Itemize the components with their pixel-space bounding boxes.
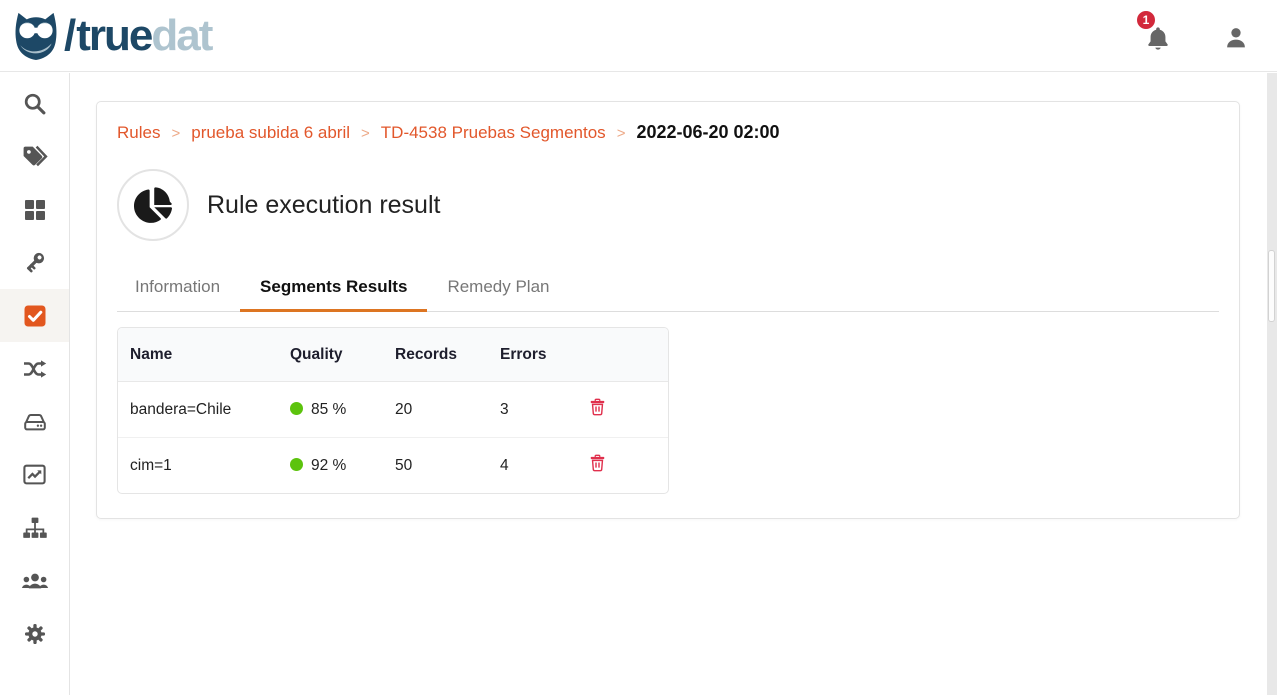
sitemap-icon xyxy=(22,516,48,540)
trash-icon xyxy=(590,398,605,416)
breadcrumb: Rules > prueba subida 6 abril > TD-4538 … xyxy=(117,122,1219,143)
quality-value: 92 % xyxy=(311,456,347,474)
scrollbar[interactable] xyxy=(1267,73,1277,695)
column-header-errors: Errors xyxy=(488,328,578,382)
segment-records: 20 xyxy=(395,400,413,418)
table-row: cim=1 92 % 50 4 xyxy=(118,437,668,493)
breadcrumb-link-rule-group[interactable]: prueba subida 6 abril xyxy=(191,123,351,142)
sidebar xyxy=(0,73,70,695)
tab-information[interactable]: Information xyxy=(135,277,221,296)
quality-value: 85 % xyxy=(311,400,347,418)
quality-status-dot xyxy=(290,457,303,471)
breadcrumb-separator: > xyxy=(616,125,626,142)
sidebar-item-search[interactable] xyxy=(0,77,69,130)
user-icon xyxy=(1223,24,1249,52)
sidebar-item-data-sources[interactable] xyxy=(0,395,69,448)
segment-quality: 92 % xyxy=(278,437,383,493)
quality-status-dot xyxy=(290,401,303,415)
segment-quality: 85 % xyxy=(278,382,383,437)
logo-secondary: dat xyxy=(151,11,213,60)
top-bar: /truedat 1 xyxy=(0,0,1277,72)
segment-actions xyxy=(578,437,668,493)
owl-logo-icon xyxy=(12,9,60,63)
segment-name: cim=1 xyxy=(118,437,278,493)
segment-actions xyxy=(578,382,668,437)
trash-icon xyxy=(590,454,605,472)
sidebar-item-grid[interactable] xyxy=(0,183,69,236)
check-square-icon xyxy=(23,304,47,328)
breadcrumb-link-rules[interactable]: Rules xyxy=(117,123,161,142)
key-icon xyxy=(21,249,48,276)
shuffle-icon xyxy=(22,357,48,381)
column-header-quality: Quality xyxy=(278,328,383,382)
column-header-actions xyxy=(578,328,668,382)
tags-icon xyxy=(21,144,49,169)
main-content: Rules > prueba subida 6 abril > TD-4538 … xyxy=(71,73,1277,695)
segment-records: 50 xyxy=(383,437,488,493)
sidebar-item-quality[interactable] xyxy=(0,289,69,342)
sidebar-item-settings[interactable] xyxy=(0,607,69,660)
chart-line-icon xyxy=(22,462,47,487)
column-header-name: Name xyxy=(118,328,278,382)
notification-count-badge: 1 xyxy=(1135,9,1157,31)
rule-result-card: Rules > prueba subida 6 abril > TD-4538 … xyxy=(96,101,1240,519)
breadcrumb-link-rule[interactable]: TD-4538 Pruebas Segmentos xyxy=(380,123,606,142)
page-title: Rule execution result xyxy=(207,190,441,219)
notifications-button[interactable]: 1 xyxy=(1135,9,1171,53)
segment-name: bandera=Chile xyxy=(130,400,232,418)
tab-bar: Information Segments Results Remedy Plan xyxy=(117,267,1219,312)
column-header-records: Records xyxy=(383,328,488,382)
hard-drive-icon xyxy=(22,410,48,434)
scrollbar-thumb[interactable] xyxy=(1268,250,1275,322)
table-row: bandera=Chile 85 % 20 3 xyxy=(118,382,668,437)
title-row: Rule execution result xyxy=(117,169,1219,241)
sidebar-item-tags[interactable] xyxy=(0,130,69,183)
tab-segments-results[interactable]: Segments Results xyxy=(240,267,428,312)
segment-errors: 3 xyxy=(500,400,509,418)
bell-icon xyxy=(1145,25,1171,53)
logo-slash: / xyxy=(64,11,76,60)
table-header-row: Name Quality Records Errors xyxy=(118,328,668,382)
breadcrumb-separator: > xyxy=(171,125,181,142)
logo-primary: true xyxy=(76,11,153,60)
segments-results-table: Name Quality Records Errors bandera=Chil… xyxy=(117,327,669,494)
result-type-circle xyxy=(117,169,189,241)
search-icon xyxy=(22,91,47,116)
gear-icon xyxy=(23,622,47,646)
users-icon xyxy=(21,569,49,593)
sidebar-item-charts[interactable] xyxy=(0,448,69,501)
delete-segment-result-button[interactable] xyxy=(590,398,605,416)
topbar-actions: 1 xyxy=(1135,0,1249,72)
sidebar-item-users[interactable] xyxy=(0,554,69,607)
user-menu-button[interactable] xyxy=(1223,24,1249,52)
logo-text: /truedat xyxy=(60,6,213,66)
truedat-logo[interactable]: /truedat xyxy=(12,6,213,66)
pie-chart-icon xyxy=(134,187,172,223)
breadcrumb-current-execution: 2022-06-20 02:00 xyxy=(636,122,780,142)
sidebar-item-sitemap[interactable] xyxy=(0,501,69,554)
sidebar-item-shuffle[interactable] xyxy=(0,342,69,395)
segment-errors: 4 xyxy=(488,437,578,493)
sidebar-item-key[interactable] xyxy=(0,236,69,289)
breadcrumb-separator: > xyxy=(361,125,370,142)
delete-segment-result-button[interactable] xyxy=(590,454,605,472)
tab-remedy-plan[interactable]: Remedy Plan xyxy=(447,277,550,296)
grid-icon xyxy=(23,198,47,222)
